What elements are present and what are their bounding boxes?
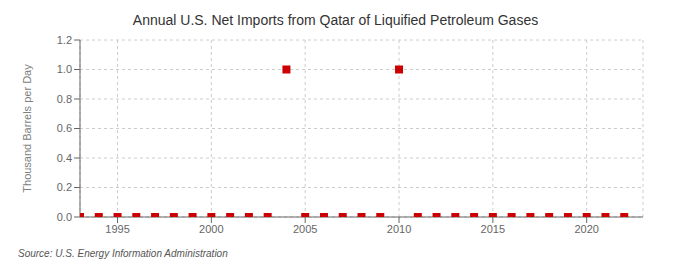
svg-text:0.2: 0.2 xyxy=(57,181,72,193)
html-text:Annual U.S. Net Imports from Q: Annual U.S. Net Imports from Qatar of Li… xyxy=(132,12,539,28)
svg-text:0.4: 0.4 xyxy=(57,152,72,164)
svg-text:2015: 2015 xyxy=(481,223,505,235)
svg-text:2020: 2020 xyxy=(574,223,598,235)
svg-text:2000: 2000 xyxy=(199,223,223,235)
html-text:Source: U.S. Energy Informatio: Source: U.S. Energy Information Administ… xyxy=(18,248,228,259)
svg-text:2005: 2005 xyxy=(293,223,317,235)
svg-text:1.0: 1.0 xyxy=(57,63,72,75)
svg-text:2010: 2010 xyxy=(387,223,411,235)
svg-text:Thousand Barrels per Day: Thousand Barrels per Day xyxy=(21,64,33,193)
svg-text:0.8: 0.8 xyxy=(57,93,72,105)
svg-text:0.0: 0.0 xyxy=(57,211,72,223)
svg-text:1.2: 1.2 xyxy=(57,34,72,46)
svg-text:0.6: 0.6 xyxy=(57,122,72,134)
svg-text:1995: 1995 xyxy=(105,223,129,235)
